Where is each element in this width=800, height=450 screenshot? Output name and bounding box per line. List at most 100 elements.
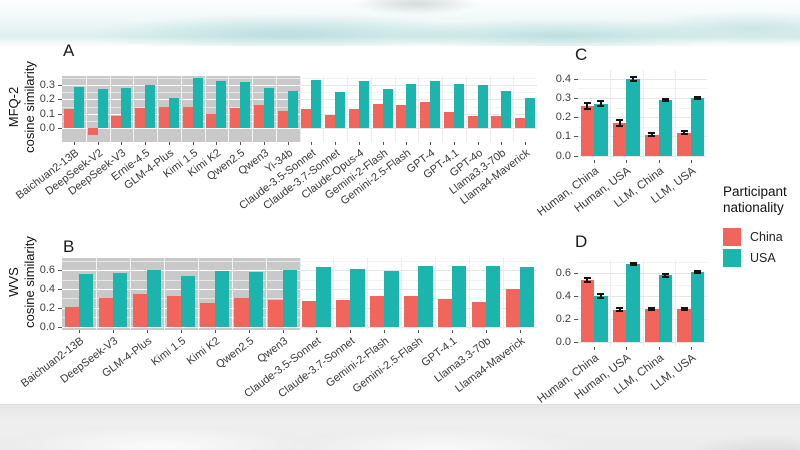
y-axis-tick-label: 0.0 <box>39 121 55 134</box>
y-axis-tick <box>574 341 578 343</box>
bar-china <box>645 308 659 342</box>
y-axis-tick-label: 0.0 <box>555 335 571 348</box>
error-bar-cap <box>597 296 605 299</box>
x-axis-tick <box>146 330 148 333</box>
major-gridline <box>62 270 300 272</box>
bar-china <box>677 132 691 156</box>
error-bar-cap <box>597 293 605 296</box>
x-axis-tick <box>145 142 147 145</box>
error-bar-cap <box>629 79 637 82</box>
y-axis-tick <box>574 318 578 320</box>
bar-usa <box>690 97 705 156</box>
bar-usa <box>97 89 108 128</box>
x-axis-tick <box>418 330 420 333</box>
x-axis-tick <box>486 330 488 333</box>
error-bar-cap <box>694 95 702 98</box>
background-bottom-band <box>0 404 800 450</box>
x-axis-tick <box>658 160 660 163</box>
error-bar-cap <box>616 307 624 310</box>
x-axis-tick <box>382 142 384 145</box>
vertical-gridline <box>265 258 267 330</box>
china-legend-label: China <box>750 230 783 244</box>
bar-china <box>612 122 627 156</box>
x-axis-tick <box>240 142 242 145</box>
vertical-gridline <box>367 258 369 330</box>
error-bar-cap <box>648 306 656 309</box>
bar-china <box>336 300 351 327</box>
legend-item-usa: USA <box>723 249 787 267</box>
y-axis-tick-label: 0.2 <box>39 301 55 314</box>
y-axis-title-line: cosine similarity <box>22 61 37 153</box>
bar-usa <box>146 270 162 327</box>
bar-china <box>230 107 241 128</box>
x-axis-tick <box>690 347 692 350</box>
x-axis-tick <box>658 347 660 350</box>
vertical-gridline <box>610 260 612 347</box>
bar-usa <box>594 296 608 342</box>
bar-china <box>396 105 407 128</box>
bar-usa <box>216 80 227 128</box>
bar-usa <box>121 88 132 128</box>
bar-china <box>253 105 264 128</box>
y-axis-tick <box>574 97 578 99</box>
bar-china <box>64 306 79 327</box>
legend-title-line1: Participant <box>723 184 787 199</box>
y-axis-tick-label: 0.4 <box>555 290 571 303</box>
x-axis-tick <box>112 330 114 333</box>
y-axis-title: MFQ-2 cosine similarity <box>6 7 38 207</box>
y-axis-tick <box>58 85 62 87</box>
vertical-gridline <box>275 76 277 142</box>
vertical-gridline <box>465 76 467 142</box>
y-axis-title-line: MFQ-2 <box>6 86 21 128</box>
y-axis-tick-label: 0.0 <box>39 320 55 333</box>
error-bar <box>586 278 589 282</box>
vertical-gridline <box>394 76 396 142</box>
bar-usa <box>525 98 536 128</box>
bar-china <box>234 298 249 327</box>
y-axis-tick-label: 0.1 <box>555 130 571 143</box>
x-axis-tick <box>690 160 692 163</box>
x-axis-tick <box>626 160 628 163</box>
x-axis-tick <box>430 142 432 145</box>
y-axis-tick <box>58 307 62 309</box>
x-axis-tick <box>520 330 522 333</box>
error-bar <box>599 294 602 298</box>
error-bar-cap <box>661 273 669 276</box>
bar-china <box>98 298 113 327</box>
error-bar-cap <box>583 101 591 104</box>
y-axis-title-line: WVS <box>6 267 21 297</box>
x-axis-tick <box>73 142 75 145</box>
bar-usa <box>335 92 346 128</box>
bar-china <box>372 103 383 128</box>
x-axis-tick <box>626 347 628 350</box>
vertical-gridline <box>370 76 372 142</box>
bar-china <box>268 300 283 327</box>
vertical-gridline <box>674 70 676 160</box>
vertical-gridline <box>323 76 325 142</box>
bar-china <box>348 109 359 128</box>
y-axis-tick <box>574 117 578 119</box>
panel-label-D: D <box>575 232 588 251</box>
bar-china <box>206 113 217 128</box>
error-bar <box>683 131 686 135</box>
error-bar-cap <box>583 277 591 280</box>
x-axis-tick <box>311 142 313 145</box>
bar-usa <box>486 266 501 327</box>
y-axis-tick <box>574 155 578 157</box>
x-axis-tick <box>525 142 527 145</box>
bar-usa <box>180 275 195 327</box>
error-bar-cap <box>680 306 688 309</box>
bar-usa <box>78 274 94 327</box>
bar-usa <box>501 90 512 128</box>
bar-usa <box>384 271 399 327</box>
y-axis-tick-label: 0.6 <box>39 264 55 277</box>
error-bar-cap <box>597 100 605 103</box>
legend-title-line2: nationality <box>723 200 784 215</box>
y-axis-tick <box>574 136 578 138</box>
major-gridline <box>62 326 300 328</box>
bar-china <box>505 289 521 327</box>
y-axis-tick <box>58 289 62 291</box>
bar-china <box>471 302 487 327</box>
vertical-gridline <box>109 76 111 142</box>
vertical-gridline <box>299 258 301 330</box>
